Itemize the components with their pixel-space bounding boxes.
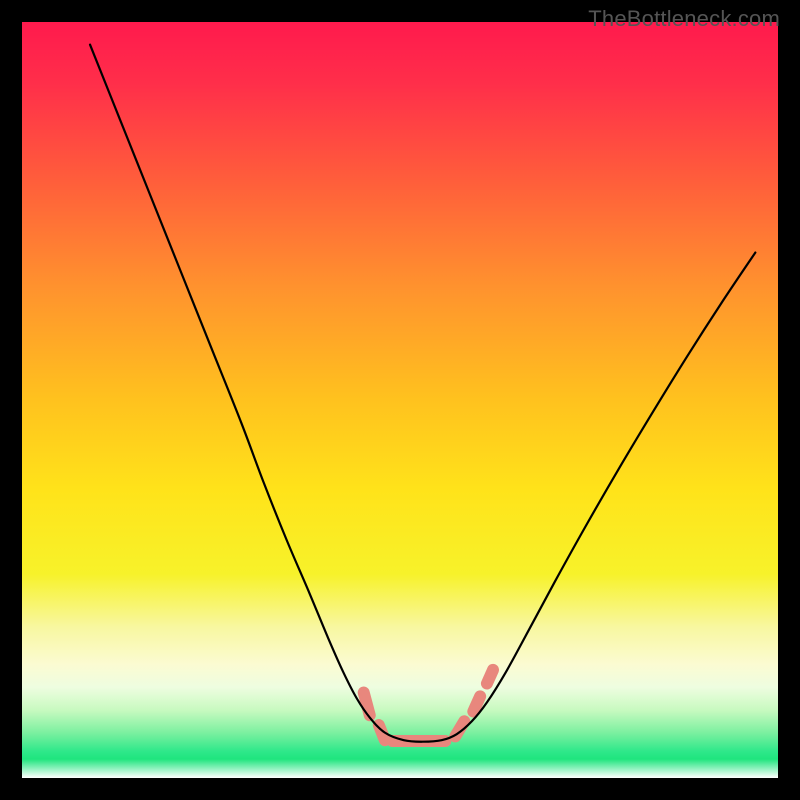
valley-marker-segment [487,670,493,684]
bottleneck-chart [0,0,800,800]
valley-marker-segment [473,696,480,711]
chart-background [22,22,778,778]
chart-container: TheBottleneck.com [0,0,800,800]
